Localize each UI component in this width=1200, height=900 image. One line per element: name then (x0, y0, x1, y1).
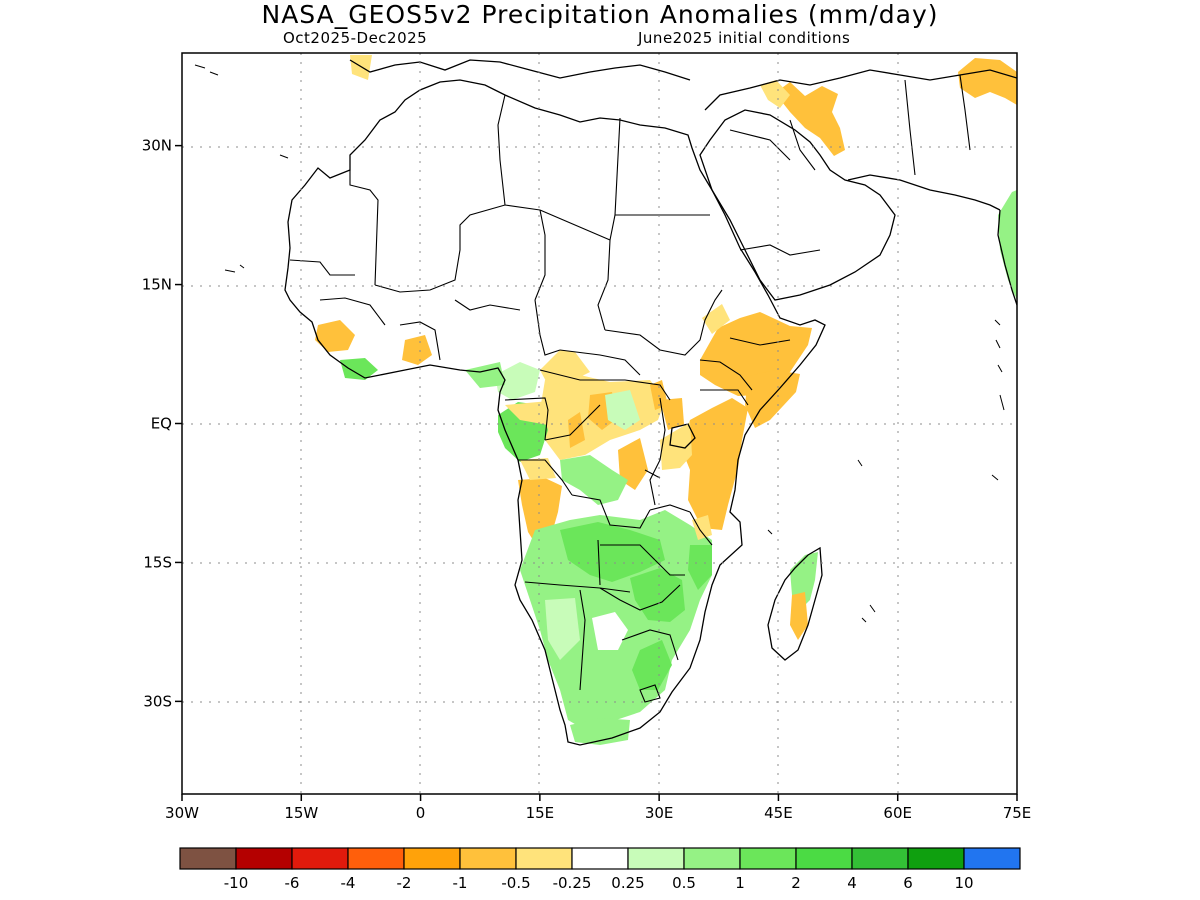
arabia-coastline (699, 109, 896, 301)
x-tick-label: 60E (883, 804, 912, 822)
x-tick-label: 75E (1003, 804, 1032, 822)
lake-victoria (669, 423, 696, 449)
x-tick-label: 30W (165, 804, 199, 822)
anomaly-lake-victoria-dry (660, 398, 684, 430)
colorbar-label: 6 (903, 874, 913, 892)
forecast-period: Oct2025-Dec2025 (283, 29, 428, 47)
anomaly-east-africa-dry (682, 398, 748, 530)
colorbar-swatch (963, 847, 1021, 870)
y-tick-label: 30S (143, 692, 172, 710)
colorbar-label: -0.5 (501, 874, 530, 892)
anomaly-cape-wet (570, 718, 630, 745)
anomaly-south-africa-wet (632, 640, 672, 690)
map-plot-area (182, 53, 1017, 794)
anomaly-guinea-dry (315, 320, 355, 352)
colorbar: -10 -6 -4 -2 -1 -0.5 -0.25 0.25 0.5 1 2 4 6 10 (179, 847, 1021, 892)
anomaly-fills (315, 55, 1017, 745)
anomaly-drc-dry-b (618, 438, 648, 490)
anomaly-drc-wet-b (605, 390, 640, 430)
anomaly-india-wet (998, 190, 1017, 300)
anomaly-iran-dry (958, 58, 1017, 105)
colorbar-swatch (291, 847, 349, 870)
colorbar-swatch (627, 847, 685, 870)
colorbar-swatch (851, 847, 909, 870)
madagascar-coastline (767, 546, 823, 661)
y-tick-label: 15N (142, 276, 172, 294)
x-tick-label: 45E (764, 804, 793, 822)
anomaly-madagascar-dry (790, 592, 808, 640)
anomaly-mozambique-wet (688, 545, 712, 590)
india-coast (997, 209, 1017, 306)
anomaly-gabon-slight (505, 400, 568, 425)
colorbar-swatch (515, 847, 573, 870)
anomaly-zambia-wet (560, 522, 665, 582)
y-tick-label: 15S (143, 553, 172, 571)
anomaly-nigeria-wet (465, 362, 505, 388)
initial-conditions: June2025 initial conditions (638, 29, 851, 47)
colorbar-swatch (459, 847, 517, 870)
colorbar-label: 0.5 (672, 874, 696, 892)
y-tick-label: EQ (151, 415, 172, 433)
country-borders (289, 74, 971, 703)
coastlines-and-borders (194, 59, 1017, 746)
anomaly-cameroon-slight (540, 350, 590, 385)
colorbar-swatch (179, 847, 237, 870)
colorbar-swatch (235, 847, 293, 870)
colorbar-label: 10 (954, 874, 973, 892)
x-tick-label: 0 (416, 804, 426, 822)
anomaly-liberia-wet (340, 358, 378, 380)
colorbar-label: -0.25 (553, 874, 592, 892)
colorbar-swatch (795, 847, 853, 870)
graticule (182, 53, 1017, 794)
africa-coastline (284, 79, 826, 746)
anomaly-namibia-slight (545, 598, 580, 660)
anomaly-cameroon-wet (495, 362, 540, 400)
colorbar-swatch (683, 847, 741, 870)
chart-title: NASA_GEOS5v2 Precipitation Anomalies (mm… (261, 0, 939, 29)
x-tick-label: 15E (526, 804, 555, 822)
anomaly-drc-dry-c (568, 412, 585, 448)
anomaly-arabia-slight (760, 80, 790, 108)
anomaly-botswana-white (592, 612, 628, 650)
y-tick-label: 30N (142, 137, 172, 155)
colorbar-label: 4 (847, 874, 857, 892)
x-tick-label: 15W (284, 804, 318, 822)
colorbar-label: -4 (341, 874, 356, 892)
anomaly-malawi-dry (692, 515, 712, 540)
colorbar-label: 2 (791, 874, 801, 892)
anomaly-arabia-dry (775, 82, 845, 156)
x-tick-label: 30E (645, 804, 674, 822)
colorbar-swatch (403, 847, 461, 870)
colorbar-label: -1 (453, 874, 468, 892)
colorbar-swatch (739, 847, 797, 870)
anomaly-somalia-dry (745, 370, 800, 428)
islands (194, 64, 1005, 623)
colorbar-label: -6 (285, 874, 300, 892)
iran-coast (847, 174, 1001, 211)
colorbar-swatch (907, 847, 965, 870)
europe-coast (349, 59, 691, 81)
anomaly-horn-slight (702, 304, 730, 334)
colorbar-swatch (571, 847, 629, 870)
middle-east-coast (704, 69, 1017, 111)
axis-ticks: 30W 15W 0 15E 30E 45E 60E 75E 30N 15N EQ 15S 30S (142, 137, 1032, 822)
anomaly-ghana-dry (402, 335, 432, 365)
anomaly-mediterranean-slight (350, 55, 372, 80)
anomaly-angola-slight (520, 458, 556, 480)
colorbar-label: 0.25 (611, 874, 644, 892)
colorbar-swatch (347, 847, 405, 870)
colorbar-label: -10 (224, 874, 249, 892)
anomaly-drc-wet-a (560, 455, 628, 505)
colorbar-label: 1 (735, 874, 745, 892)
colorbar-label: -2 (397, 874, 412, 892)
